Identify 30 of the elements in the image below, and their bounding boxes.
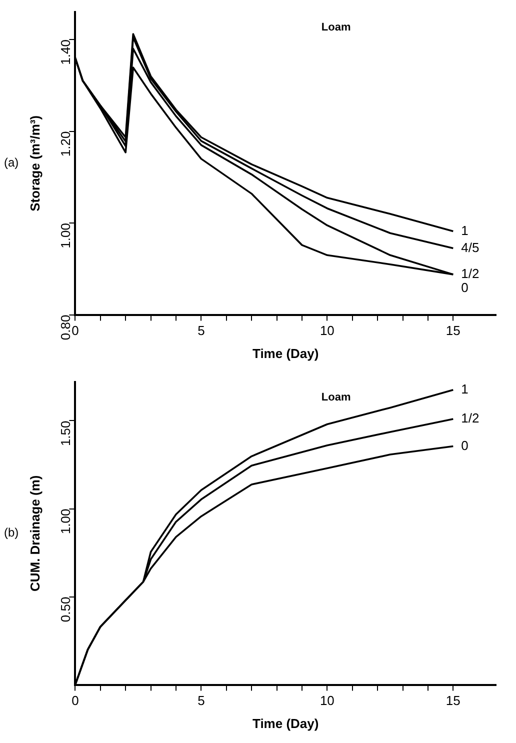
y-tick-label: 0.80 <box>58 314 73 340</box>
x-tick-label: 0 <box>72 693 79 708</box>
series-label: 1 <box>461 222 468 238</box>
x-tick-label: 0 <box>72 323 79 338</box>
x-tick-label: 15 <box>446 323 460 338</box>
y-tick-label: 0.50 <box>58 596 73 622</box>
x-tick-label: 10 <box>320 323 334 338</box>
y-tick-label: 1.00 <box>58 508 73 534</box>
series-label: 1/2 <box>461 266 480 282</box>
series-label: 1/2 <box>461 410 480 426</box>
y-axis-title: Storage (m³/m³) <box>27 115 42 212</box>
series-label: 0 <box>461 438 468 453</box>
y-axis-title: CUM. Drainage (m) <box>27 475 42 592</box>
x-axis-title: Time (Day) <box>252 346 319 361</box>
y-tick-label: 1.20 <box>58 131 73 157</box>
text: (a) <box>4 156 19 170</box>
x-tick-label: 5 <box>198 323 205 338</box>
series-label: 4/5 <box>461 240 480 255</box>
x-tick-label: 5 <box>198 693 205 708</box>
x-tick-label: 10 <box>320 693 334 708</box>
y-tick-label: 1.40 <box>58 40 73 65</box>
text: (b) <box>4 526 19 540</box>
x-axis-title: Time (Day) <box>252 716 319 731</box>
y-tick-label: 1.00 <box>58 223 73 248</box>
series-label: 1 <box>461 382 468 396</box>
y-tick-label: 1.50 <box>58 420 73 446</box>
x-tick-label: 15 <box>446 693 460 708</box>
text: Loam <box>321 22 351 34</box>
text: Loam <box>321 392 351 404</box>
series-label: 0 <box>461 280 468 296</box>
